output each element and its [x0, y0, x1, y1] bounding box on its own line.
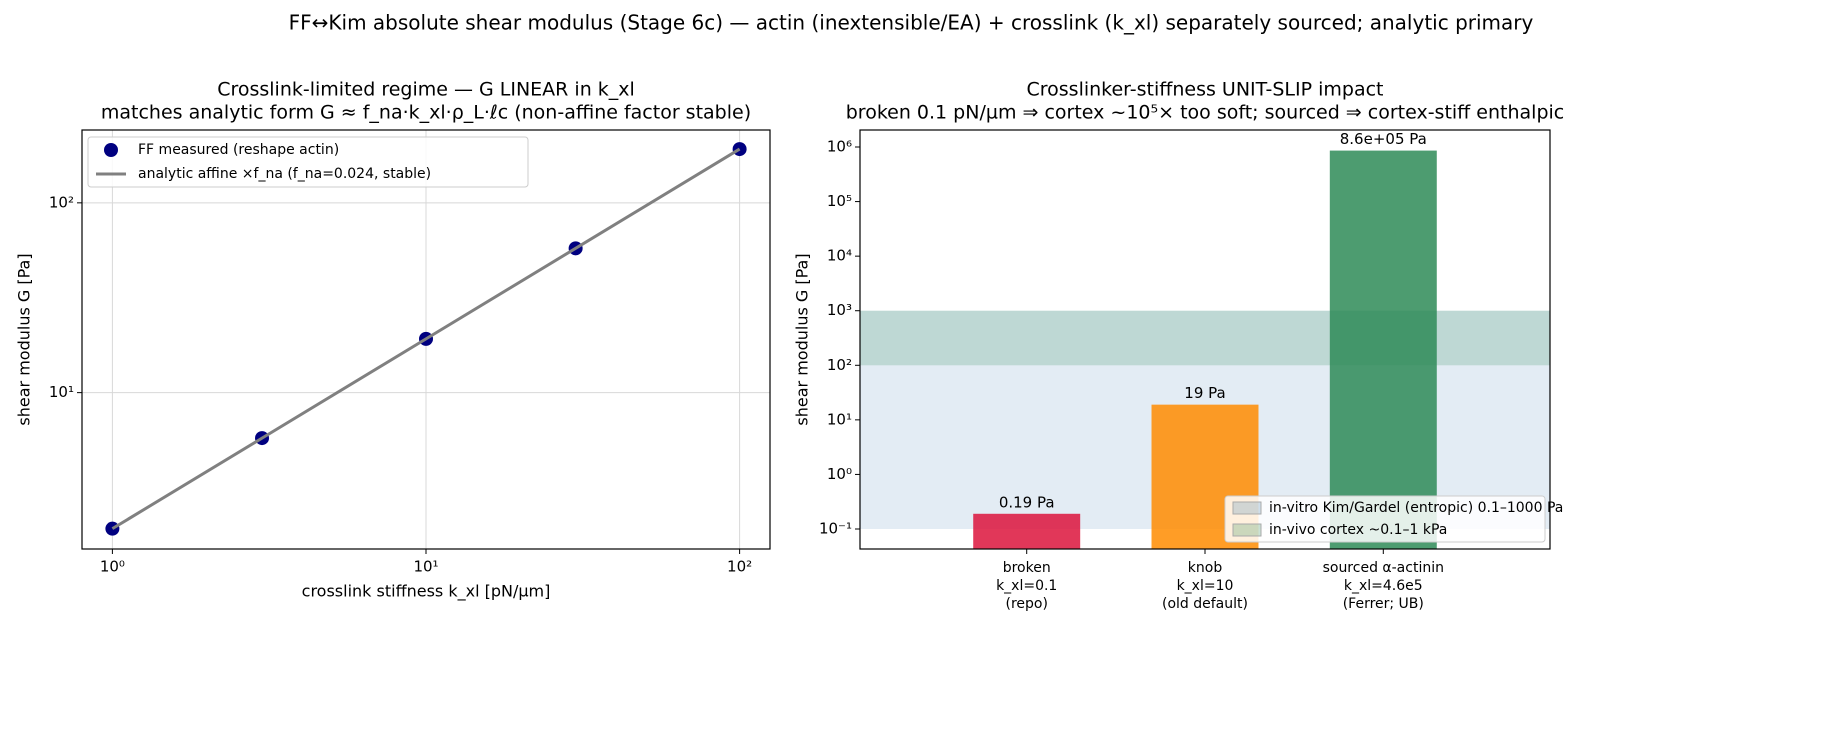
x-tick-label: k_xl=0.1: [996, 578, 1057, 594]
y-axis-label: shear modulus G [Pa]: [793, 253, 812, 425]
legend-box: [1224, 495, 1546, 543]
bar: [1329, 150, 1437, 550]
legend-swatch: [1232, 501, 1262, 515]
value-label: 19 Pa: [1184, 384, 1225, 402]
x-tick-label: broken: [1003, 560, 1051, 576]
y-tick-label: 10⁰: [827, 465, 852, 483]
x-tick-label: sourced α-actinin: [1323, 560, 1444, 576]
y-tick-label: 10⁻¹: [819, 519, 852, 537]
legend-box: [87, 136, 529, 188]
y-tick-label: 10⁶: [827, 138, 852, 156]
x-tick-label: (Ferrer; UB): [1343, 596, 1424, 612]
axes-frame: [859, 129, 1551, 550]
y-tick-label: 10¹: [827, 410, 852, 428]
figure-title: FF↔Kim absolute shear modulus (Stage 6c)…: [289, 11, 1534, 35]
x-tick-label: (old default): [1162, 596, 1248, 612]
x-axis-label: crosslink stiffness k_xl [pN/µm]: [302, 582, 551, 602]
x-tick-label: k_xl=4.6e5: [1344, 578, 1423, 594]
chart-title: matches analytic form G ≈ f_na·k_xl·ρ_L·…: [101, 102, 751, 124]
legend-label: analytic affine ×f_na (f_na=0.024, stabl…: [138, 166, 431, 182]
y-tick-label: 10²: [827, 356, 852, 374]
chart-title: Crosslinker-stiffness UNIT-SLIP impact: [1026, 79, 1383, 101]
chart-title: broken 0.1 pN/µm ⇒ cortex ~10⁵× too soft…: [846, 102, 1564, 124]
chart-title: Crosslink-limited regime — G LINEAR in k…: [217, 79, 635, 101]
legend-label: FF measured (reshape actin): [138, 142, 339, 158]
legend-label: in-vivo cortex ~0.1–1 kPa: [1269, 522, 1447, 538]
x-tick-label: (repo): [1005, 596, 1047, 612]
legend-swatch: [1232, 523, 1262, 537]
y-tick-label: 10³: [827, 301, 852, 319]
axes-frame: [81, 129, 771, 550]
legend-swatch: [104, 143, 118, 157]
y-tick-label: 10⁴: [827, 247, 852, 265]
y-tick-label: 10²: [49, 193, 74, 211]
x-tick-label: 10²: [727, 558, 752, 576]
value-label: 0.19 Pa: [999, 493, 1055, 511]
bar: [973, 513, 1081, 549]
value-label: 8.6e+05 Pa: [1340, 130, 1427, 148]
y-axis-label: shear modulus G [Pa]: [15, 253, 34, 425]
x-tick-label: 10⁰: [100, 558, 125, 576]
line-series: [111, 147, 741, 530]
y-tick-label: 10¹: [49, 383, 74, 401]
x-tick-label: k_xl=10: [1177, 578, 1234, 594]
reference-band: [860, 310, 1550, 366]
x-tick-label: 10¹: [413, 558, 438, 576]
legend-label: in-vitro Kim/Gardel (entropic) 0.1–1000 …: [1269, 500, 1563, 516]
x-tick-label: knob: [1188, 560, 1223, 576]
y-tick-label: 10⁵: [827, 192, 852, 210]
